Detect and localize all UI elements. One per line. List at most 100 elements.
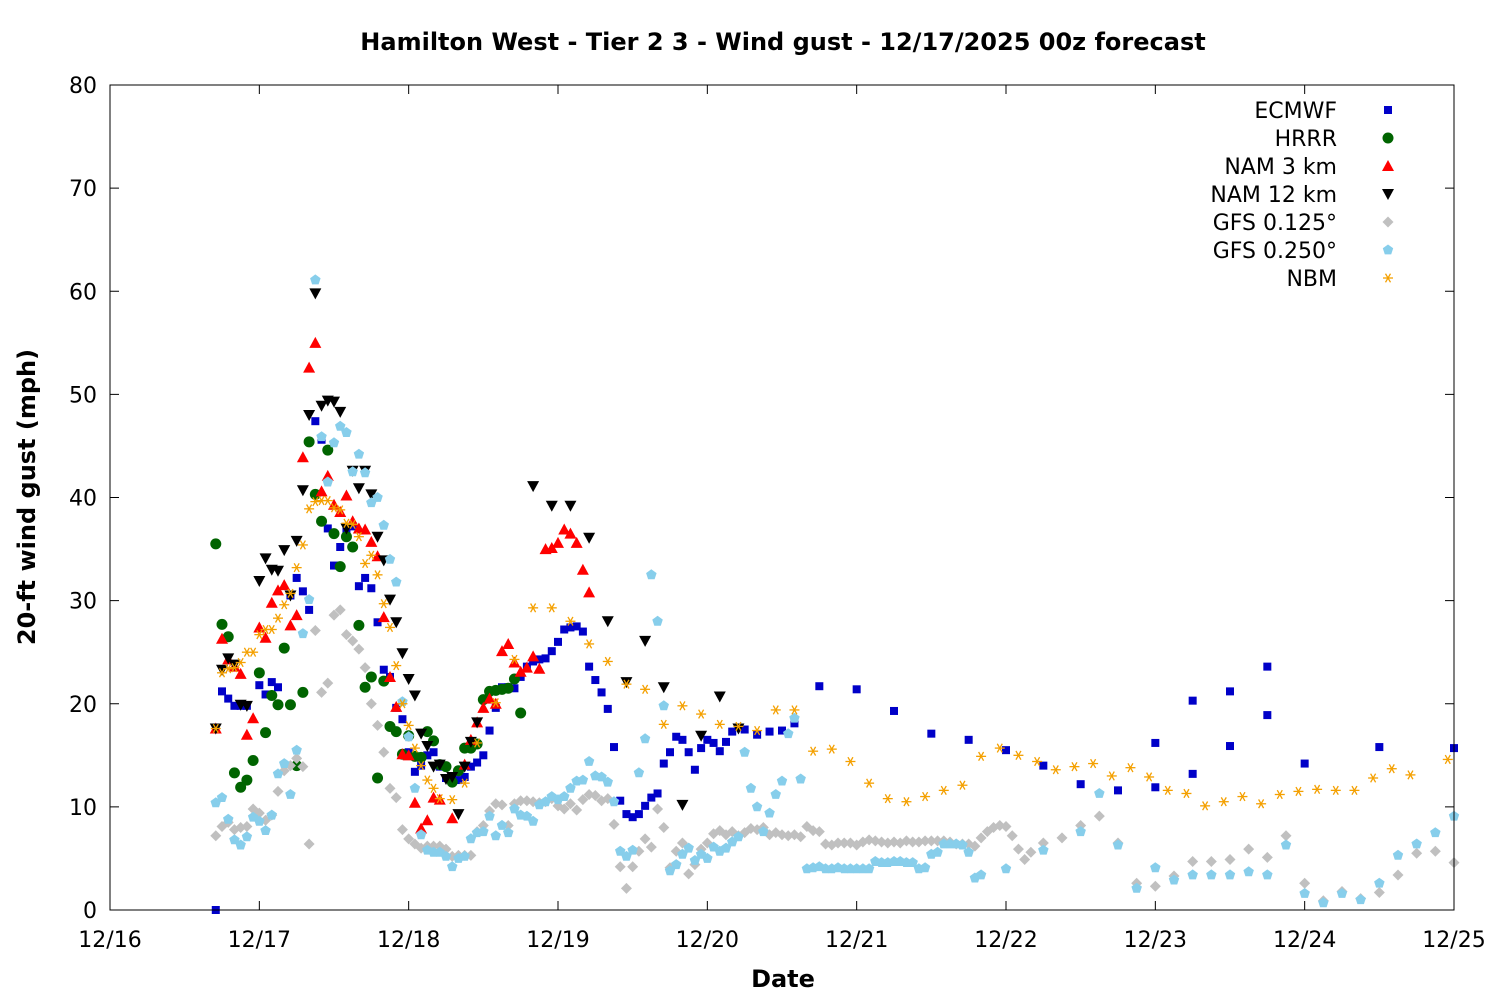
data-point (703, 735, 712, 744)
x-tick-label: 12/20 (676, 928, 739, 953)
data-point (447, 861, 458, 872)
data-point (390, 792, 402, 804)
data-point (572, 622, 581, 631)
data-point-stroke (436, 793, 443, 804)
data-point (340, 629, 352, 641)
data-point (322, 677, 334, 689)
data-point (334, 406, 347, 418)
data-point (397, 699, 408, 709)
data-point (341, 427, 352, 437)
data-point (1386, 764, 1397, 774)
data-point (353, 619, 365, 631)
data-point (458, 761, 471, 773)
data-point (510, 684, 519, 693)
data-point (1411, 838, 1422, 849)
data-point-stroke (1071, 761, 1078, 772)
data-point (384, 670, 396, 682)
data-point (272, 768, 284, 779)
data-points (209, 274, 1460, 914)
data-point (622, 810, 631, 819)
data-point-stroke (810, 746, 817, 756)
data-point (608, 796, 620, 807)
data-point (596, 771, 607, 782)
data-point (309, 336, 322, 348)
data-point (391, 576, 402, 587)
data-point (1318, 897, 1329, 908)
data-point-stroke (791, 705, 798, 715)
data-point-stroke (1146, 772, 1153, 782)
data-point (627, 861, 639, 873)
data-point (658, 700, 669, 711)
data-point-stroke (293, 562, 300, 573)
data-point (957, 780, 968, 790)
data-point-stroke (386, 622, 394, 633)
data-point (297, 540, 308, 550)
data-point-stroke (1407, 770, 1414, 780)
data-point (272, 785, 284, 797)
data-point (265, 596, 278, 608)
data-point (402, 749, 415, 761)
data-point (259, 553, 272, 565)
data-point (514, 665, 527, 677)
data-point (1056, 832, 1068, 844)
data-point (272, 699, 284, 711)
data-point (328, 396, 340, 408)
data-point-stroke (623, 679, 630, 689)
data-point (260, 825, 271, 835)
data-point (1442, 754, 1453, 765)
data-point (614, 861, 626, 873)
data-point (589, 790, 601, 802)
data-point (583, 756, 595, 766)
data-point-stroke (642, 684, 649, 694)
data-point-stroke (492, 698, 499, 708)
data-point (235, 657, 246, 668)
data-point (415, 728, 428, 740)
data-point (658, 822, 670, 833)
x-tick-label: 12/16 (78, 928, 141, 953)
data-point (309, 625, 321, 637)
data-point (882, 793, 893, 804)
data-point (1205, 856, 1217, 868)
data-point (359, 523, 372, 535)
data-point-stroke (262, 624, 269, 635)
data-point (647, 793, 656, 802)
data-point (578, 627, 587, 636)
data-point (639, 833, 651, 845)
data-point (477, 701, 490, 713)
data-point (659, 759, 668, 768)
data-point (408, 796, 421, 808)
data-point (1150, 862, 1161, 873)
legend-marker (1382, 132, 1394, 144)
data-point (309, 488, 321, 500)
data-point (583, 532, 596, 544)
data-point (454, 776, 463, 785)
data-point (758, 826, 769, 837)
data-point (1151, 783, 1160, 792)
data-point (290, 535, 303, 547)
data-point (303, 838, 315, 850)
data-point-stroke (312, 496, 319, 507)
data-point (603, 704, 612, 713)
data-point (490, 698, 501, 708)
data-point (1151, 738, 1160, 747)
data-point (1200, 801, 1211, 811)
data-point (1032, 756, 1043, 767)
data-point (365, 489, 378, 501)
data-point (434, 793, 445, 804)
data-point (415, 829, 427, 840)
data-point (347, 541, 359, 553)
data-point (528, 603, 539, 613)
data-point (340, 531, 352, 543)
y-tick-label: 50 (69, 383, 97, 408)
data-point (409, 782, 421, 793)
data-point (1226, 687, 1234, 696)
data-point (571, 804, 583, 816)
data-point (290, 609, 303, 621)
data-point-stroke (754, 725, 761, 736)
data-point (347, 635, 359, 647)
data-point (907, 836, 919, 848)
data-point-stroke (530, 603, 537, 613)
data-point (216, 664, 228, 676)
data-point (384, 782, 396, 794)
